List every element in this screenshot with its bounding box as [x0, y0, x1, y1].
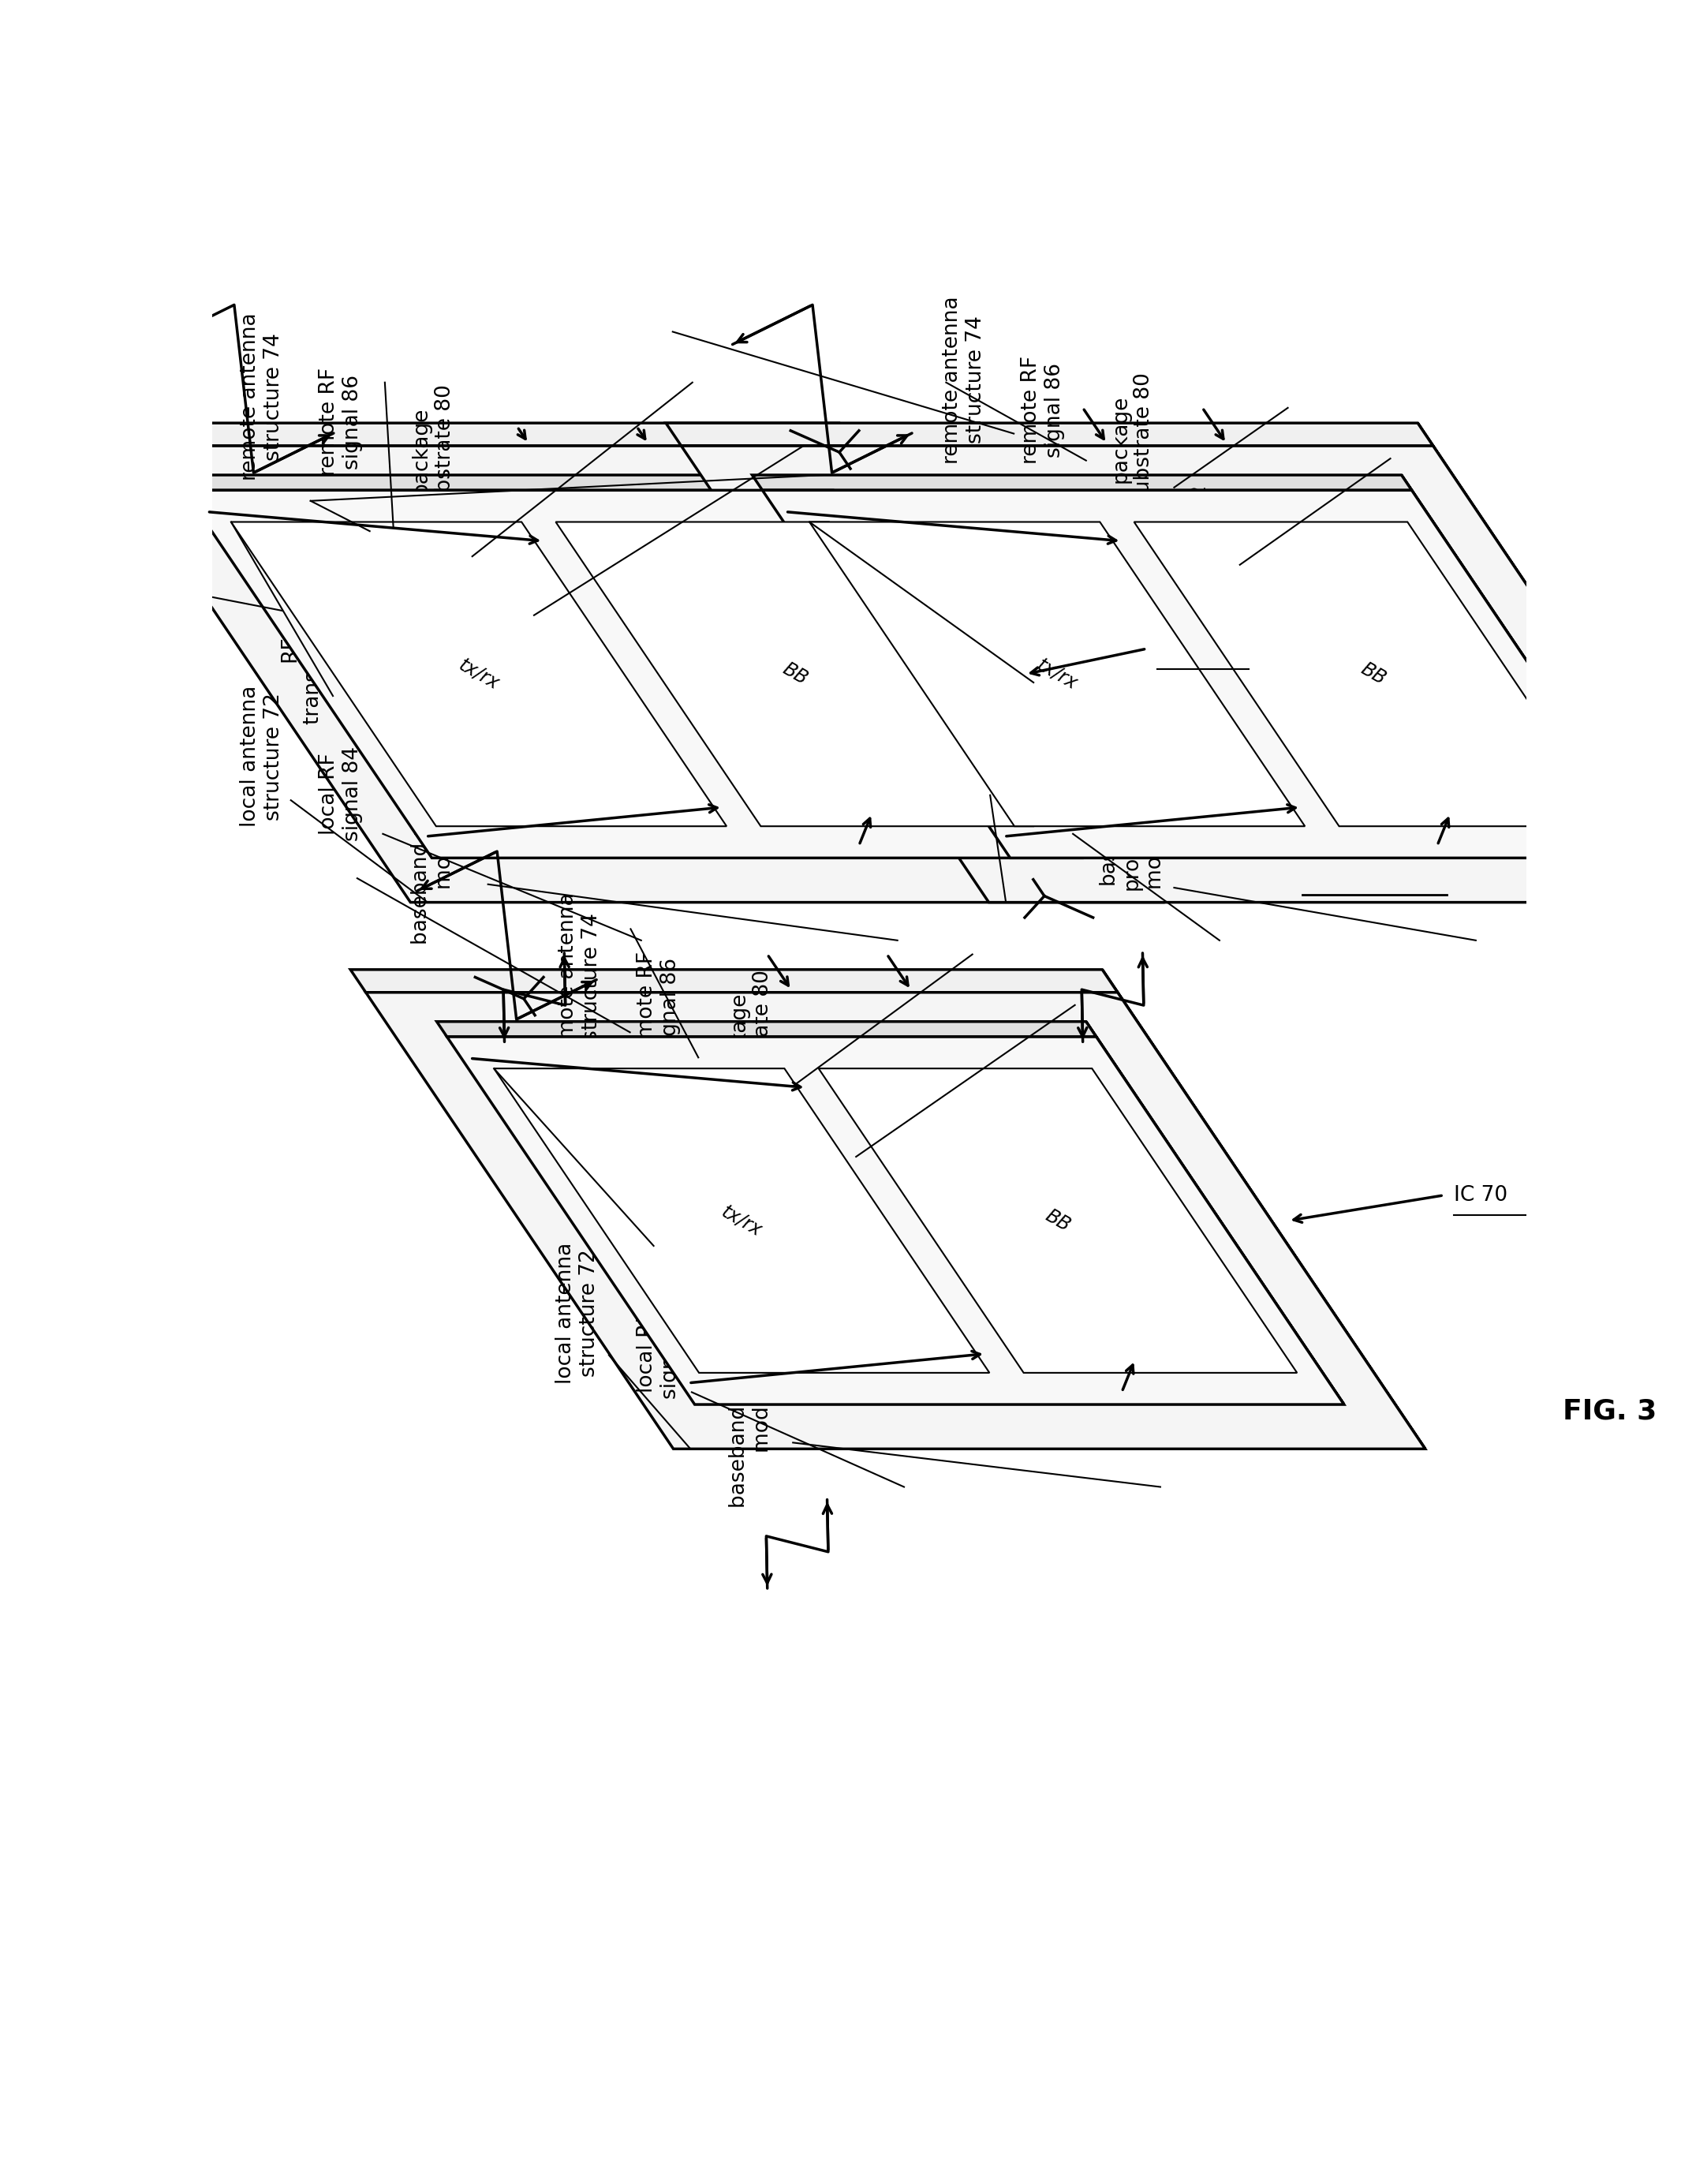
- Polygon shape: [751, 474, 1411, 489]
- Polygon shape: [366, 992, 1425, 1448]
- Text: RF
transceiver 76: RF transceiver 76: [975, 559, 1019, 710]
- Polygon shape: [1102, 970, 1425, 1448]
- Polygon shape: [823, 474, 1080, 858]
- Text: RF
transceiver 76: RF transceiver 76: [280, 574, 324, 725]
- Text: local antenna
structure 72: local antenna structure 72: [936, 679, 980, 821]
- Polygon shape: [840, 424, 1162, 902]
- Text: local antenna
structure 72: local antenna structure 72: [239, 686, 283, 828]
- Polygon shape: [1401, 474, 1659, 858]
- Text: package
substrate 80: package substrate 80: [410, 384, 455, 515]
- Polygon shape: [88, 424, 855, 446]
- Text: local antenna
structure 72: local antenna structure 72: [555, 1243, 599, 1385]
- Polygon shape: [494, 1068, 989, 1374]
- Text: die 82: die 82: [809, 1083, 829, 1149]
- Text: tx/rx: tx/rx: [1033, 655, 1080, 692]
- Polygon shape: [103, 446, 1162, 902]
- Polygon shape: [173, 474, 833, 489]
- Polygon shape: [682, 446, 1696, 902]
- Text: baseband processing
module 78: baseband processing module 78: [410, 723, 455, 943]
- Text: remote antenna
structure 74: remote antenna structure 74: [558, 893, 602, 1061]
- Text: tx/rx: tx/rx: [717, 1201, 765, 1241]
- Polygon shape: [809, 522, 1304, 826]
- Text: tx/rx: tx/rx: [455, 655, 502, 692]
- Text: IC 70: IC 70: [1157, 638, 1211, 660]
- Polygon shape: [436, 1022, 1096, 1037]
- Text: die 82: die 82: [1191, 485, 1211, 550]
- Text: remote antenna
structure 74: remote antenna structure 74: [239, 312, 283, 480]
- Text: remote antenna
structure 74: remote antenna structure 74: [941, 295, 985, 463]
- Text: baseband processing
module 78: baseband processing module 78: [729, 1286, 773, 1507]
- Text: FIG. 2: FIG. 2: [1299, 852, 1394, 878]
- Polygon shape: [231, 522, 726, 826]
- Text: baseband
processing
module 78: baseband processing module 78: [1099, 778, 1167, 891]
- Polygon shape: [351, 970, 1118, 992]
- Text: local RF
signal 84: local RF signal 84: [636, 1304, 682, 1400]
- Polygon shape: [667, 424, 1433, 446]
- Polygon shape: [819, 1068, 1297, 1374]
- Text: remote RF
signal 86: remote RF signal 86: [1021, 356, 1065, 465]
- Text: BB: BB: [1357, 660, 1389, 688]
- Text: remote RF
signal 86: remote RF signal 86: [636, 952, 682, 1059]
- Text: IC 70: IC 70: [1453, 1186, 1508, 1206]
- Polygon shape: [1135, 522, 1613, 826]
- Polygon shape: [1418, 424, 1696, 902]
- Polygon shape: [1085, 1022, 1343, 1404]
- Text: remote RF
signal 86: remote RF signal 86: [319, 367, 363, 476]
- Text: RF
transceiver 76: RF transceiver 76: [595, 1129, 639, 1280]
- Polygon shape: [185, 489, 1080, 858]
- Polygon shape: [448, 1037, 1343, 1404]
- Text: die 82: die 82: [497, 498, 517, 563]
- Text: FIG. 3: FIG. 3: [1562, 1398, 1657, 1424]
- Text: BB: BB: [778, 660, 811, 688]
- Text: local RF
signal 84: local RF signal 84: [1021, 745, 1065, 839]
- Polygon shape: [556, 522, 1035, 826]
- Text: package
substrate 80: package substrate 80: [1109, 373, 1155, 505]
- Text: package
substrate 80: package substrate 80: [729, 970, 773, 1101]
- Text: BB: BB: [1041, 1206, 1074, 1236]
- Polygon shape: [763, 489, 1659, 858]
- Text: local RF
signal 84: local RF signal 84: [319, 747, 363, 841]
